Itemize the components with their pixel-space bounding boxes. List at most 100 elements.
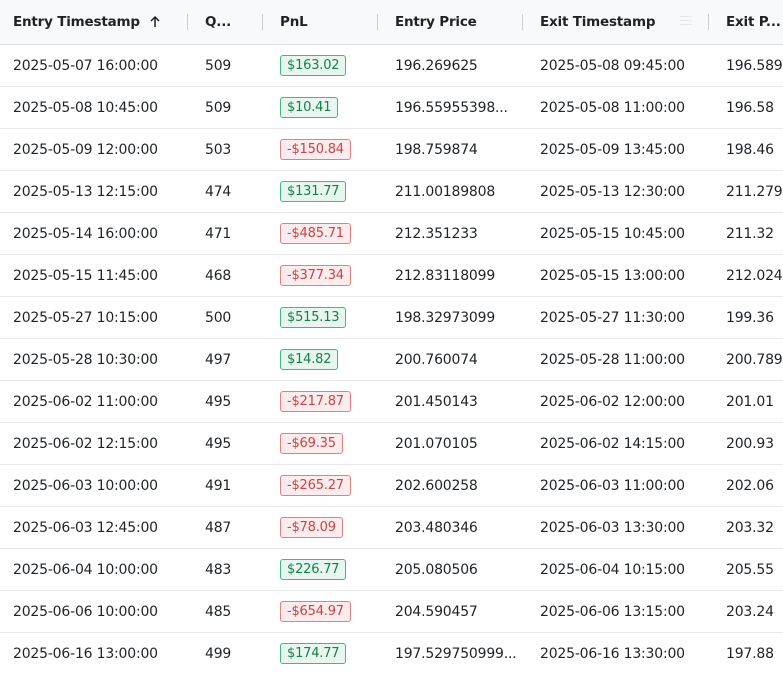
table-cell: 2025-05-13 12:15:00 bbox=[13, 171, 158, 212]
table-cell: 485 bbox=[205, 591, 231, 632]
table-cell: 202.600258 bbox=[395, 465, 478, 506]
table-row[interactable]: 2025-05-15 11:45:00 468 -$377.34 212.831180… bbox=[0, 255, 783, 297]
table-cell: 2025-06-02 12:00:00 bbox=[540, 381, 685, 422]
cell-text: 211.32 bbox=[726, 225, 774, 242]
table-row[interactable]: 2025-06-06 10:00:00 485 -$654.97 204.590457… bbox=[0, 591, 783, 633]
column-header[interactable]: Entry Price bbox=[395, 0, 477, 44]
cell-text: 212.83118099 bbox=[395, 267, 496, 284]
column-header[interactable]: PnL bbox=[280, 0, 308, 44]
column-header[interactable]: Entry Timestamp bbox=[13, 0, 162, 44]
column-header[interactable]: Q... bbox=[205, 0, 231, 44]
table-row[interactable]: 2025-06-02 11:00:00 495 -$217.87 201.450143… bbox=[0, 381, 783, 423]
table-cell: 212.0249 bbox=[726, 255, 783, 296]
column-header-text: PnL bbox=[280, 14, 308, 30]
table-cell: 2025-05-13 12:30:00 bbox=[540, 171, 685, 212]
cell-text: 2025-05-09 12:00:00 bbox=[13, 141, 158, 158]
table-row[interactable]: 2025-05-28 10:30:00 497 $14.82 200.760074 20… bbox=[0, 339, 783, 381]
cell-text: 204.590457 bbox=[395, 603, 478, 620]
table-row[interactable]: 2025-05-27 10:15:00 500 $515.13 198.3297309… bbox=[0, 297, 783, 339]
table-cell: 2025-05-28 11:00:00 bbox=[540, 339, 685, 380]
cell-text: 196.5899 bbox=[726, 57, 783, 74]
table-cell: 200.7899 bbox=[726, 339, 783, 380]
table-cell: -$377.34 bbox=[280, 255, 351, 296]
table-cell: 2025-05-09 13:45:00 bbox=[540, 129, 685, 170]
table-row[interactable]: 2025-06-16 13:00:00 499 $174.77 197.5297509… bbox=[0, 633, 783, 674]
table-cell: 2025-06-03 13:30:00 bbox=[540, 507, 685, 548]
column-separator bbox=[708, 14, 709, 30]
table-cell: 211.2799 bbox=[726, 171, 783, 212]
table-cell: 2025-05-08 10:45:00 bbox=[13, 87, 158, 128]
cell-text: 509 bbox=[205, 57, 232, 74]
table-cell: 198.759874 bbox=[395, 129, 478, 170]
table-row[interactable]: 2025-05-08 10:45:00 509 $10.41 196.55955398… bbox=[0, 87, 783, 129]
table-cell: 474 bbox=[205, 171, 231, 212]
sort-ascending-icon[interactable] bbox=[148, 15, 162, 29]
table-cell: $14.82 bbox=[280, 339, 339, 380]
cell-text: 2025-06-04 10:00:00 bbox=[13, 561, 158, 578]
table-cell: 2025-06-02 12:15:00 bbox=[13, 423, 158, 464]
column-header[interactable]: Exit Timestamp bbox=[540, 0, 656, 44]
table-cell: 2025-06-04 10:00:00 bbox=[13, 549, 158, 590]
table-row[interactable]: 2025-06-02 12:15:00 495 -$69.35 201.070105 2… bbox=[0, 423, 783, 465]
table-row[interactable]: 2025-05-09 12:00:00 503 -$150.84 198.759874… bbox=[0, 129, 783, 171]
table-cell: 2025-05-15 10:45:00 bbox=[540, 213, 685, 254]
cell-text: 196.269625 bbox=[395, 57, 478, 74]
cell-text: 196.55955398... bbox=[395, 99, 508, 116]
cell-text: 503 bbox=[205, 141, 232, 158]
column-header-text: Exit P... bbox=[726, 14, 781, 30]
table-cell: 2025-06-03 12:45:00 bbox=[13, 507, 158, 548]
cell-text: 203.480346 bbox=[395, 519, 478, 536]
pnl-badge: $163.02 bbox=[280, 55, 347, 76]
cell-text: 211.00189808 bbox=[395, 183, 496, 200]
cell-text: 2025-06-02 11:00:00 bbox=[13, 393, 158, 410]
cell-text: 2025-05-13 12:30:00 bbox=[540, 183, 685, 200]
column-header[interactable]: Exit P... bbox=[726, 0, 781, 44]
cell-text: 2025-05-08 11:00:00 bbox=[540, 99, 685, 116]
table-row[interactable]: 2025-05-14 16:00:00 471 -$485.71 212.351233… bbox=[0, 213, 783, 255]
table-row[interactable]: 2025-06-03 12:45:00 487 -$78.09 203.480346 2… bbox=[0, 507, 783, 549]
table-cell: 204.590457 bbox=[395, 591, 478, 632]
table-cell: 2025-05-15 11:45:00 bbox=[13, 255, 158, 296]
cell-text: 2025-06-03 13:30:00 bbox=[540, 519, 685, 536]
pnl-badge: $174.77 bbox=[280, 643, 347, 664]
table-cell: 495 bbox=[205, 381, 231, 422]
cell-text: 2025-05-08 10:45:00 bbox=[13, 99, 158, 116]
table-cell: $174.77 bbox=[280, 633, 347, 674]
table-cell: 495 bbox=[205, 423, 231, 464]
table-cell: $515.13 bbox=[280, 297, 347, 338]
table-row[interactable]: 2025-06-04 10:00:00 483 $226.77 205.080506 2… bbox=[0, 549, 783, 591]
table-row[interactable]: 2025-05-13 12:15:00 474 $131.77 211.0018980… bbox=[0, 171, 783, 213]
cell-text: 2025-05-27 11:30:00 bbox=[540, 309, 685, 326]
pnl-badge: $226.77 bbox=[280, 559, 347, 580]
table-cell: 2025-05-15 13:00:00 bbox=[540, 255, 685, 296]
cell-text: 2025-05-14 16:00:00 bbox=[13, 225, 158, 242]
cell-text: 197.88 bbox=[726, 645, 774, 662]
pnl-badge: $515.13 bbox=[280, 307, 347, 328]
table-cell: 196.55955398... bbox=[395, 87, 508, 128]
table-row[interactable]: 2025-06-03 10:00:00 491 -$265.27 202.600258… bbox=[0, 465, 783, 507]
table-cell: 212.351233 bbox=[395, 213, 478, 254]
table-cell: -$69.35 bbox=[280, 423, 343, 464]
table-cell: 2025-06-06 10:00:00 bbox=[13, 591, 158, 632]
table-cell: 200.93 bbox=[726, 423, 774, 464]
cell-text: 205.080506 bbox=[395, 561, 478, 578]
table-cell: 2025-05-14 16:00:00 bbox=[13, 213, 158, 254]
table-cell: 509 bbox=[205, 87, 231, 128]
column-menu-icon[interactable] bbox=[680, 16, 692, 27]
table-cell: 509 bbox=[205, 45, 231, 86]
table-cell: 199.36 bbox=[726, 297, 774, 338]
cell-text: 211.2799 bbox=[726, 183, 783, 200]
pnl-badge: -$217.87 bbox=[280, 391, 351, 412]
table-cell: 499 bbox=[205, 633, 231, 674]
cell-text: 200.760074 bbox=[395, 351, 478, 368]
table-cell: 2025-05-27 10:15:00 bbox=[13, 297, 158, 338]
table-row[interactable]: 2025-05-07 16:00:00 509 $163.02 196.269625 2… bbox=[0, 45, 783, 87]
table-cell: 200.760074 bbox=[395, 339, 478, 380]
table-cell: 2025-05-27 11:30:00 bbox=[540, 297, 685, 338]
cell-text: 471 bbox=[205, 225, 232, 242]
column-header-text: Entry Price bbox=[395, 14, 477, 30]
table-cell: -$150.84 bbox=[280, 129, 351, 170]
table-cell: $131.77 bbox=[280, 171, 347, 212]
table-cell: 196.58 bbox=[726, 87, 774, 128]
